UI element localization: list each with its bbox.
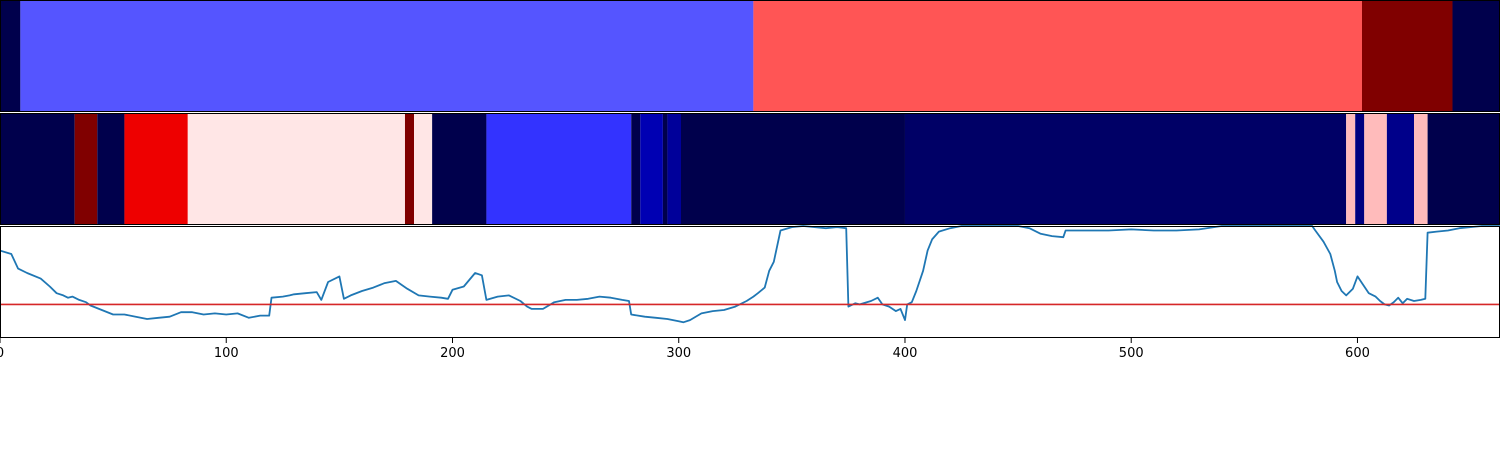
middle-strip-segment bbox=[640, 113, 663, 225]
middle-strip-segment bbox=[97, 113, 125, 225]
middle-strip-segment bbox=[1414, 113, 1428, 225]
middle-strip-segment bbox=[904, 113, 1347, 225]
middle-strip-segment bbox=[631, 113, 641, 225]
middle-strip-segment bbox=[74, 113, 98, 225]
middle-strip-segment bbox=[680, 113, 905, 225]
middle-strip-segment bbox=[0, 113, 75, 225]
x-tick-label: 400 bbox=[893, 346, 918, 361]
plot-area bbox=[0, 226, 1500, 338]
middle-strip-segment bbox=[404, 113, 415, 225]
middle-strip-segment bbox=[432, 113, 487, 225]
middle-strip-segment bbox=[1386, 113, 1415, 225]
x-axis: 0 100 200 300 400 500 600 bbox=[0, 338, 1370, 361]
middle-strip-segment bbox=[1355, 113, 1365, 225]
x-tick-label: 300 bbox=[666, 346, 691, 361]
x-tick-label: 100 bbox=[214, 346, 239, 361]
top-heatmap-strip bbox=[0, 0, 1500, 112]
middle-strip-segment bbox=[414, 113, 433, 225]
x-tick-label: 0 bbox=[0, 346, 4, 361]
middle-strip-segment bbox=[662, 113, 668, 225]
middle-strip-segment bbox=[667, 113, 681, 225]
middle-heatmap-strip bbox=[0, 113, 1500, 225]
middle-strip-segment bbox=[1427, 113, 1500, 225]
top-strip-segment bbox=[0, 0, 21, 112]
middle-strip-segment bbox=[187, 113, 405, 225]
middle-strip-segment bbox=[1364, 113, 1387, 225]
top-strip-segment bbox=[1452, 0, 1500, 112]
series-line bbox=[0, 225, 1500, 324]
middle-strip-segment bbox=[1346, 113, 1356, 225]
x-tick-label: 600 bbox=[1345, 346, 1370, 361]
x-tick-label: 500 bbox=[1119, 346, 1144, 361]
x-tick-label: 200 bbox=[440, 346, 465, 361]
line-plot-panel bbox=[0, 225, 1500, 338]
top-strip-segment bbox=[1361, 0, 1453, 112]
middle-strip-segment bbox=[486, 113, 632, 225]
middle-strip-segment bbox=[124, 113, 188, 225]
top-strip-segment bbox=[753, 0, 1362, 112]
top-strip-segment bbox=[20, 0, 754, 112]
